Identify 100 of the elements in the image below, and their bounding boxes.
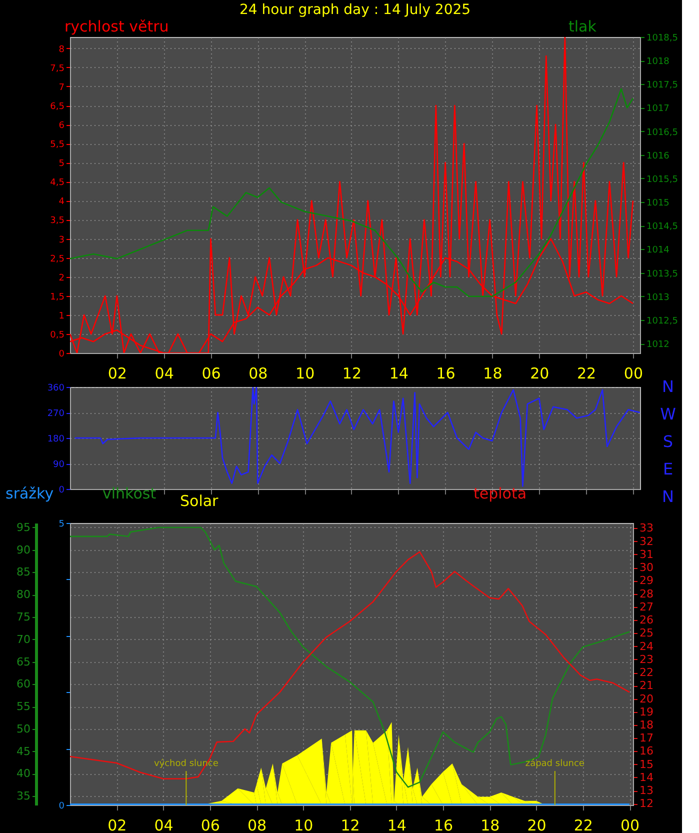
y2-tick-label: 1012 (646, 340, 670, 350)
ref-line-label: západ slunce (525, 758, 585, 769)
y2-tick-label: 1013,5 (646, 269, 678, 280)
y-tick-label: 50 (16, 722, 30, 736)
y-tick-label: 0 (58, 350, 65, 360)
y-tick-label: 5 (58, 159, 64, 170)
y-tick-label: 270 (47, 409, 65, 419)
chart-title: 24 hour graph day : 14 July 2025 (239, 2, 471, 18)
x-tick-label: 06 (200, 816, 220, 833)
x-tick-label: 08 (247, 816, 267, 833)
x-tick-label: 14 (387, 816, 406, 833)
y2-tick-label: 1017 (646, 104, 670, 114)
y2-tick-label: 23 (640, 652, 654, 666)
y2-axis-title: teplota (474, 484, 527, 502)
y-tick-label: 0 (58, 486, 65, 496)
x-tick-label: 20 (530, 364, 550, 382)
x-tick-label: 16 (434, 816, 454, 833)
x-tick-label: 18 (480, 816, 500, 833)
y-tick-label: 180 (47, 434, 65, 444)
y2-tick-label: 15 (640, 758, 654, 771)
y-axis-title: vlhkost (102, 484, 156, 502)
y-tick-label: 8 (58, 44, 65, 55)
x-tick-label: 14 (389, 364, 408, 382)
text: S (662, 432, 674, 451)
y-tick-label: 0,5 (50, 330, 64, 340)
text: Solar (180, 492, 220, 510)
y2-tick-label: 18 (640, 718, 654, 732)
y2-tick-label: 17 (640, 732, 654, 745)
y2-tick-label: 33 (640, 522, 654, 535)
y2-tick-label: 1015,5 (646, 174, 678, 185)
y2-tick-label: 12 (640, 797, 654, 810)
y-tick-label: 2 (58, 273, 64, 284)
y2-tick-label: 20 (640, 692, 654, 706)
y2-tick-label: 29 (640, 574, 654, 588)
y2-tick-label: 1014,5 (646, 222, 678, 232)
text: N (662, 487, 674, 506)
y2-tick-label: 14 (640, 770, 654, 784)
x-tick-label: 10 (294, 816, 314, 833)
y-tick-label: 6 (58, 121, 65, 132)
y-tick-label: 40 (16, 767, 30, 780)
x-tick-label: 10 (296, 364, 315, 382)
y-tick-label: 60 (16, 678, 30, 691)
y2-tick-label: 16 (640, 744, 654, 758)
y-tick-label: 6,5 (50, 102, 64, 112)
x-tick-label: 02 (108, 364, 127, 382)
y2-tick-label: 30 (640, 561, 654, 574)
text: N (662, 377, 674, 396)
y-tick-label: 7,5 (50, 64, 64, 74)
y-axis-title: rychlost větru (64, 18, 169, 36)
y2-tick-label: 1012,5 (646, 316, 678, 326)
text: W (660, 404, 676, 424)
y2-tick-label: 1016 (646, 151, 670, 162)
y2-tick-label: 1016,5 (646, 128, 678, 138)
y2-tick-label: 26 (640, 614, 654, 627)
y-tick-label: 360 (47, 384, 65, 394)
x-tick-label: 12 (342, 364, 362, 382)
y2-tick-label: 1013 (646, 292, 670, 303)
x-tick-label: 04 (154, 364, 174, 382)
y2-tick-label: 1018 (646, 57, 670, 68)
y-tick-label: 75 (16, 610, 30, 624)
y-tick-label: 55 (16, 700, 30, 714)
x-tick-label: 18 (483, 364, 502, 382)
y2-tick-label: 1018,5 (646, 34, 678, 44)
x-tick-label: 06 (202, 364, 221, 382)
y2-tick-label: 19 (640, 705, 654, 718)
y2-tick-label: 25 (640, 626, 654, 640)
y-tick-label: 90 (16, 543, 30, 556)
y-tick-label: 95 (16, 520, 30, 534)
x-tick-label: 12 (340, 816, 360, 833)
y-tick-label: 85 (16, 566, 30, 579)
y-tick-label: 65 (16, 655, 30, 668)
y-tick-label: 35 (16, 790, 30, 803)
y2-tick-label: 1017,5 (646, 80, 678, 91)
y3-axis-title: srážky (6, 484, 54, 502)
y2-tick-label: 13 (640, 784, 654, 798)
x-tick-label: 04 (154, 816, 174, 833)
y-tick-label: 2,5 (50, 254, 64, 264)
y-tick-label: 1 (58, 311, 64, 322)
y-tick-label: 80 (16, 588, 30, 602)
y-tick-label: 45 (16, 744, 30, 758)
x-tick-label: 20 (527, 816, 546, 833)
y-tick-label: 1,5 (50, 292, 64, 302)
x-tick-label: 22 (574, 816, 593, 833)
y2-tick-label: 27 (640, 600, 654, 614)
y-tick-label: 5,5 (50, 140, 64, 150)
y2-tick-label: 31 (640, 548, 654, 561)
y2-tick-label: 32 (640, 534, 654, 548)
y2-tick-label: 1014 (646, 246, 670, 256)
y2-tick-label: 28 (640, 587, 654, 600)
y2-tick-label: 21 (640, 679, 654, 692)
y-tick-label: 7 (58, 82, 64, 93)
x-tick-label: 02 (108, 816, 127, 833)
y-tick-label: 70 (16, 632, 30, 646)
text: E (662, 460, 674, 478)
y-tick-label: 3,5 (50, 216, 64, 226)
y2-axis-title: tlak (568, 18, 597, 36)
y-tick-label: 4,5 (50, 178, 64, 188)
y-tick-label: 3 (58, 235, 64, 246)
y-tick-label: 90 (53, 460, 65, 470)
x-tick-label: 22 (577, 364, 596, 382)
